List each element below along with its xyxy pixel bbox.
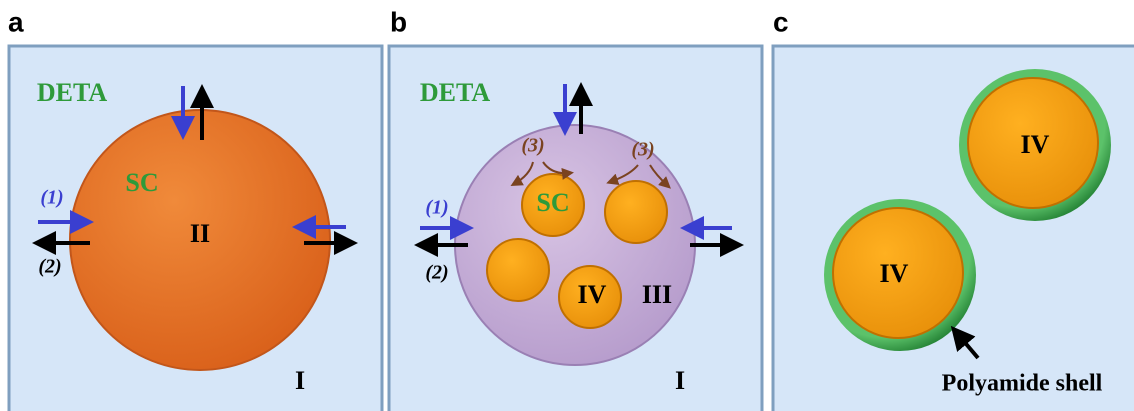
- label: IV: [880, 259, 909, 288]
- label: (3): [631, 139, 654, 161]
- label: Polyamide shell: [942, 371, 1103, 397]
- droplet: [455, 125, 695, 365]
- panel-label: a: [8, 6, 24, 37]
- figure: a b c DETA SC II (1) (2) I DETA (3) (3) …: [0, 0, 1134, 411]
- label: DETA: [37, 78, 108, 107]
- label: I: [295, 366, 305, 395]
- label: (3): [521, 135, 544, 157]
- label: I: [675, 366, 685, 395]
- panel-label: b: [390, 6, 407, 37]
- label: (1): [40, 187, 63, 209]
- label: (2): [38, 256, 61, 278]
- label: IV: [1021, 130, 1050, 159]
- label: II: [190, 219, 210, 248]
- panel-label: c: [773, 6, 789, 37]
- label: DETA: [420, 78, 491, 107]
- label: SC: [536, 188, 569, 217]
- label: (2): [425, 262, 448, 284]
- label: (1): [425, 197, 448, 219]
- label: III: [642, 280, 672, 309]
- label: SC: [125, 168, 158, 197]
- label: IV: [578, 280, 607, 309]
